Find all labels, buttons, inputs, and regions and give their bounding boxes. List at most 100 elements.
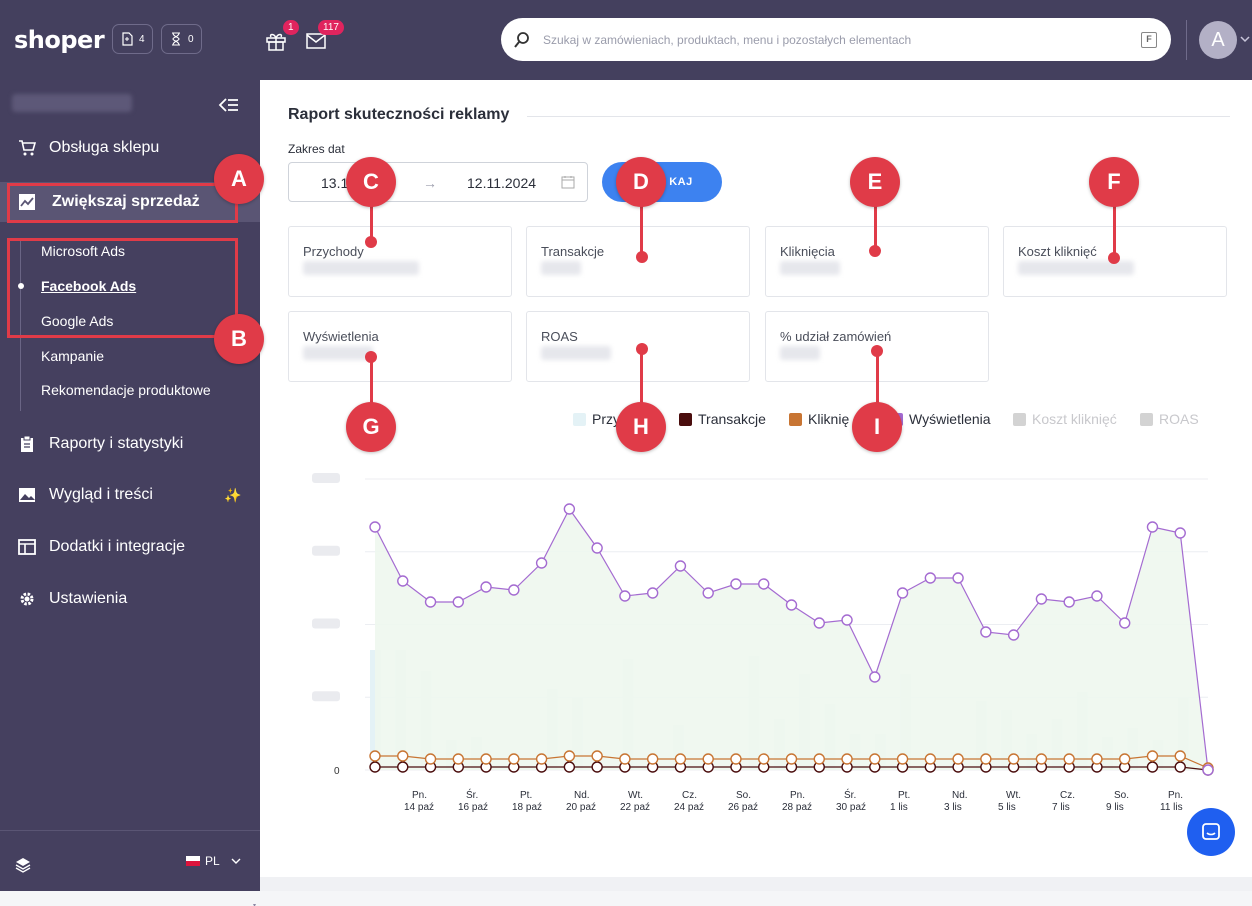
search-icon (514, 31, 529, 48)
date-to[interactable]: 12.11.2024 (467, 175, 537, 191)
clicks-point (896, 753, 909, 765)
views-point (1119, 617, 1131, 629)
legend-revenue[interactable]: Przy (573, 411, 620, 427)
metric-card-impressions: Wyświetlenia (288, 311, 512, 382)
transactions-point (563, 761, 576, 773)
clicks-point (480, 753, 492, 765)
legend-swatch (1013, 412, 1026, 426)
views-point (1202, 764, 1214, 776)
legend-transactions[interactable]: Transakcje (679, 411, 766, 427)
chevron-down-icon[interactable] (1240, 34, 1250, 44)
metric-value-blurred (780, 346, 820, 360)
metric-label: % udział zamówień (780, 329, 892, 344)
legend-swatch (679, 412, 692, 426)
document-icon (122, 32, 133, 46)
marker-c: C (346, 157, 396, 207)
marker-dot (636, 251, 648, 263)
marker-dot (1108, 252, 1120, 264)
clicks-point (563, 750, 576, 762)
legend-label: Koszt kliknięć (1032, 411, 1117, 427)
views-point (674, 560, 687, 572)
clicks-point (591, 750, 603, 762)
legend-roas[interactable]: ROAS (1140, 411, 1199, 427)
sidebar-subitem-google-ads[interactable]: Google Ads (41, 313, 114, 329)
metric-card-revenue: Przychody (288, 226, 512, 297)
clicks-point (702, 753, 714, 765)
x-tick-date: 24 paź (674, 802, 704, 813)
chevron-down-icon (231, 858, 241, 864)
sidebar-item-label: Dodatki i integracje (49, 538, 186, 555)
clicks-point (646, 753, 659, 765)
gift-icon[interactable] (265, 30, 287, 52)
x-tick-date: 22 paź (620, 802, 650, 813)
views-point (591, 542, 603, 554)
clicks-point (1119, 753, 1131, 765)
x-tick-day: Pn. (412, 790, 427, 801)
sidebar-item-label: Raporty i statystyki (49, 435, 184, 452)
legend-label: Transakcje (698, 411, 766, 427)
sidebar-item-label: Ustawienia (49, 590, 128, 607)
search-input[interactable]: Szukaj w zamówieniach, produktach, menu … (543, 32, 912, 47)
date-range-picker[interactable]: 13.1 → 12.11.2024 (288, 162, 588, 202)
clicks-point (535, 753, 548, 765)
legend-impressions[interactable]: Wyświetlenia (890, 411, 991, 427)
sidebar-subitem-product-recommendations[interactable]: Rekomendacje produktowe (41, 382, 211, 398)
views-point (730, 578, 742, 590)
language-selector[interactable]: PL (186, 854, 241, 868)
submenu-line (20, 239, 21, 411)
views-point (841, 614, 853, 626)
sidebar-item-label: Wygląd i treści (49, 486, 153, 503)
chat-button[interactable] (1187, 808, 1235, 856)
x-tick-date: 14 paź (404, 802, 434, 813)
date-from[interactable]: 13.1 (321, 175, 349, 191)
marker-line (874, 190, 877, 250)
sidebar-item-reports[interactable]: Raporty i statystyki (0, 424, 260, 464)
shoper-logo[interactable]: shoper (14, 26, 105, 54)
avatar[interactable]: A (1199, 21, 1237, 59)
legend-label: ROAS (1159, 411, 1199, 427)
clicks-point (785, 753, 798, 765)
gear-icon (20, 592, 34, 606)
x-tick-day: Wt. (1006, 790, 1021, 801)
drafts-button[interactable]: 4 (112, 24, 153, 54)
clicks-point (1146, 750, 1159, 762)
sidebar-item-appearance[interactable]: Wygląd i treści (0, 475, 260, 515)
metric-value-blurred (541, 346, 611, 360)
divider (1186, 20, 1187, 60)
mail-icon[interactable] (305, 30, 327, 52)
sidebar-item-store[interactable]: Obsługa sklepu (0, 128, 260, 168)
layers-icon[interactable] (14, 856, 32, 874)
highlight-box-increase-sales (7, 183, 238, 223)
clicks-point (674, 753, 687, 765)
sidebar-subitem-facebook-ads[interactable]: Facebook Ads (41, 278, 137, 294)
sidebar-scrollbar[interactable] (252, 206, 257, 906)
date-range-label: Zakres dat (288, 142, 345, 156)
sidebar-item-addons[interactable]: Dodatki i integracje (0, 527, 260, 567)
sidebar-subitem-microsoft-ads[interactable]: Microsoft Ads (41, 243, 126, 259)
x-tick-day: Cz. (682, 790, 697, 801)
sidebar-item-settings[interactable]: Ustawienia (0, 579, 260, 619)
y-tick-label: 0 (334, 766, 340, 777)
legend-click-cost[interactable]: Koszt kliknięć (1013, 411, 1117, 427)
views-point (924, 572, 937, 584)
window-icon (18, 539, 36, 555)
search-bar[interactable]: Szukaj w zamówieniach, produktach, menu … (501, 18, 1171, 61)
x-tick-day: Pt. (520, 790, 532, 801)
legend-clicks[interactable]: Kliknię (789, 411, 849, 427)
clicks-point (397, 750, 409, 762)
views-point (397, 575, 409, 587)
marker-line (370, 190, 373, 242)
calendar-icon[interactable] (561, 175, 575, 189)
collapse-sidebar-icon[interactable] (218, 96, 240, 114)
chart-trend-icon (19, 194, 35, 210)
clicks-point (1007, 753, 1020, 765)
x-tick-date: 18 paź (512, 802, 542, 813)
views-point (563, 503, 576, 515)
sidebar-subitem-campaigns[interactable]: Kampanie (41, 348, 105, 364)
views-point (1007, 629, 1020, 641)
marker-line (876, 350, 879, 408)
marker-dot (869, 245, 881, 257)
pending-button[interactable]: 0 (161, 24, 202, 54)
marker-e: E (850, 157, 900, 207)
